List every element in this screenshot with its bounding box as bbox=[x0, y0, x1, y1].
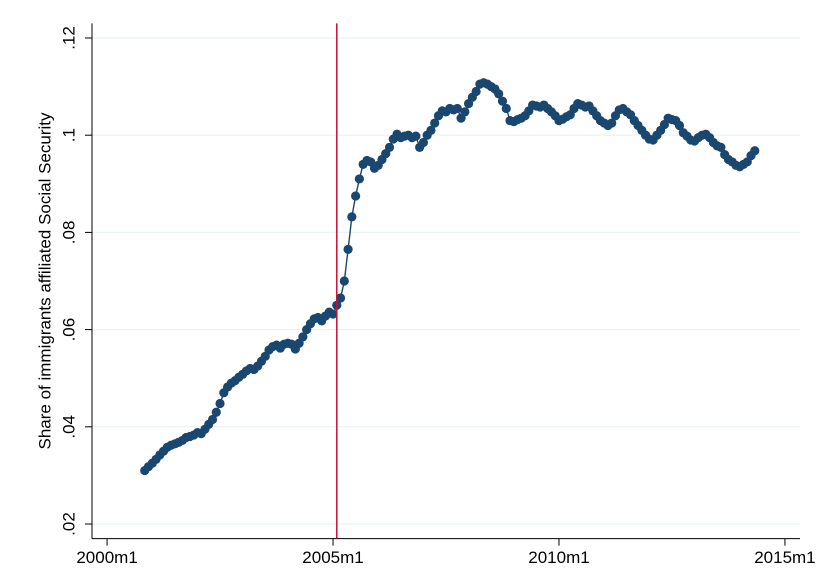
data-point bbox=[215, 398, 225, 409]
data-point bbox=[716, 142, 726, 152]
x-tick-label: 2010m1 bbox=[528, 548, 589, 567]
data-point bbox=[384, 142, 395, 152]
data-point bbox=[411, 131, 421, 141]
y-tick-label: .1 bbox=[59, 128, 78, 142]
x-tick-label: 2015m1 bbox=[754, 548, 815, 567]
x-tick-label: 2005m1 bbox=[302, 548, 363, 567]
data-point bbox=[339, 276, 349, 286]
data-point bbox=[452, 103, 462, 114]
data-point bbox=[460, 107, 470, 117]
data-point bbox=[607, 118, 617, 128]
data-point bbox=[351, 191, 361, 201]
data-point bbox=[426, 125, 436, 135]
y-axis-title: Share of immigrants affiliated Social Se… bbox=[35, 112, 54, 450]
data-point bbox=[674, 120, 685, 131]
x-tick-label: 2000m1 bbox=[76, 548, 137, 567]
y-tick-label: .02 bbox=[59, 512, 78, 536]
data-point bbox=[354, 174, 364, 184]
data-point bbox=[328, 309, 338, 319]
data-point bbox=[298, 332, 308, 342]
data-point bbox=[501, 103, 511, 114]
data-point bbox=[494, 89, 504, 99]
data-point bbox=[335, 293, 346, 303]
data-point bbox=[750, 146, 760, 156]
y-tick-label: .12 bbox=[59, 26, 78, 50]
y-tick-label: .06 bbox=[59, 318, 78, 342]
data-point bbox=[430, 118, 440, 128]
data-point bbox=[343, 244, 353, 255]
y-tick-label: .04 bbox=[59, 415, 78, 439]
data-point bbox=[347, 212, 357, 222]
data-point bbox=[497, 96, 508, 106]
data-point bbox=[471, 86, 481, 97]
y-tick-label: .08 bbox=[59, 221, 78, 245]
data-point bbox=[211, 407, 221, 417]
data-point bbox=[207, 414, 218, 425]
data-point bbox=[418, 137, 429, 148]
